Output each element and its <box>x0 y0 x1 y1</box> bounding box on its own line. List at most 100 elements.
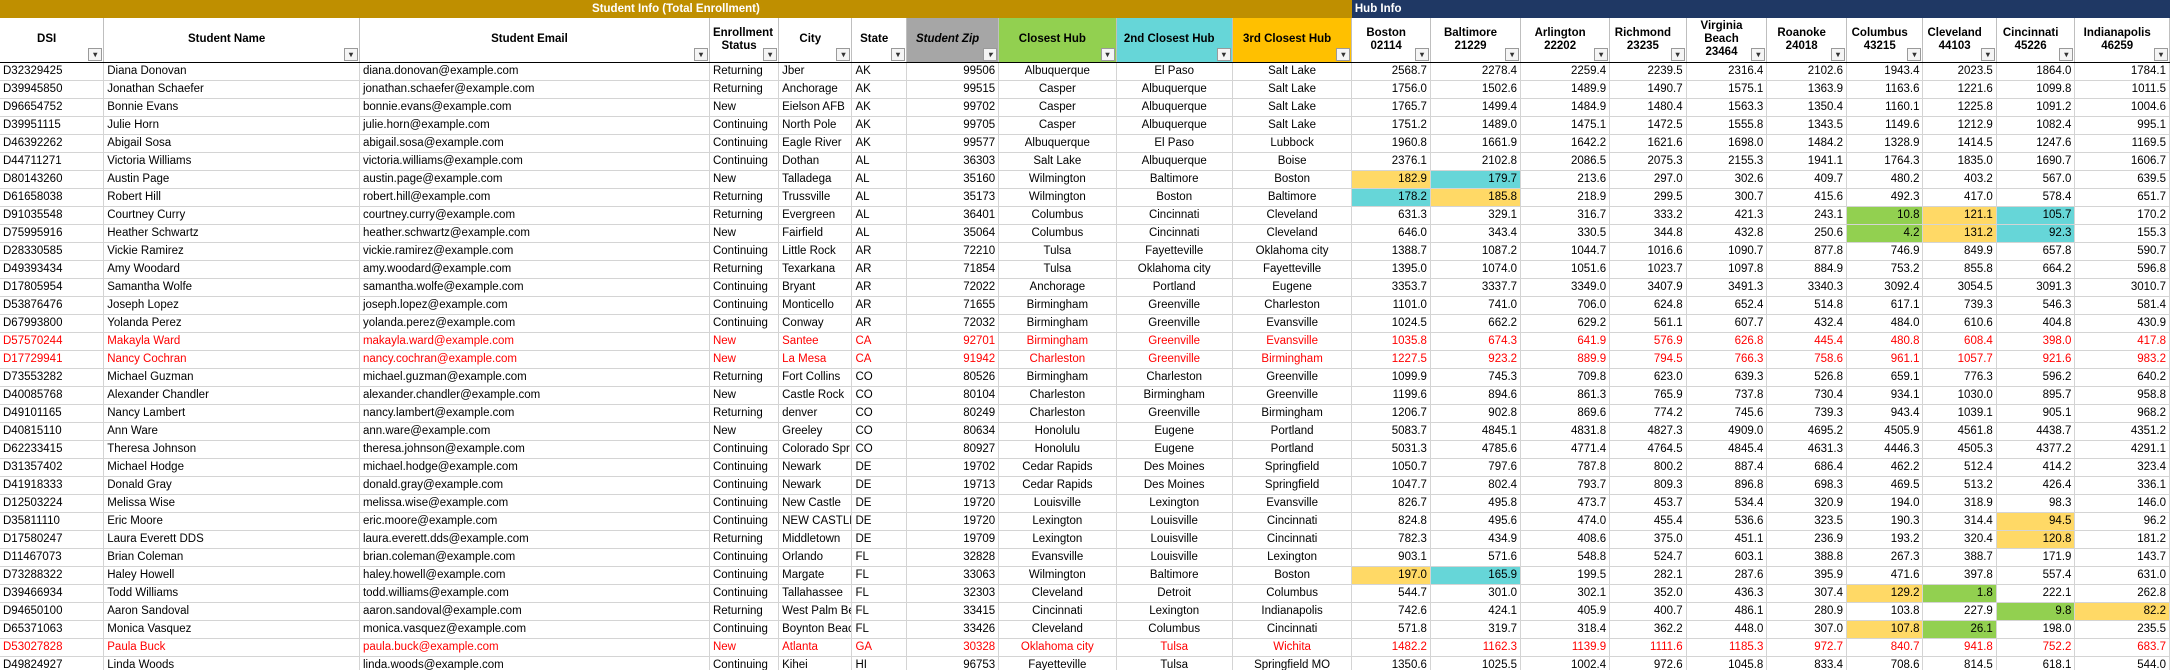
cell-closest-hub[interactable]: Charleston <box>998 404 1117 423</box>
cell-columbus[interactable]: 471.6 <box>1846 566 1924 585</box>
cell-baltimore[interactable]: 165.9 <box>1430 566 1522 585</box>
cell-cincinnati[interactable]: 557.4 <box>1996 566 2076 585</box>
cell-student-email[interactable]: aaron.sandoval@example.com <box>359 602 710 621</box>
cell-student-name[interactable]: Heather Schwartz <box>103 224 360 243</box>
cell-dsi[interactable]: D40815110 <box>0 422 105 441</box>
cell-virginia-beach[interactable]: 1045.8 <box>1686 656 1768 670</box>
cell-city[interactable]: Anchorage <box>778 80 853 99</box>
cell-cleveland[interactable]: 318.9 <box>1922 494 1997 513</box>
cell-enrollment-status[interactable]: Returning <box>709 368 780 387</box>
cell-indianapolis[interactable]: 596.8 <box>2074 260 2170 279</box>
cell-second-closest-hub[interactable]: El Paso <box>1116 134 1233 153</box>
cell-baltimore[interactable]: 902.8 <box>1430 404 1522 423</box>
cell-enrollment-status[interactable]: Continuing <box>709 476 780 495</box>
cell-columbus[interactable]: 3092.4 <box>1846 278 1924 297</box>
cell-richmond[interactable]: 299.5 <box>1609 188 1687 207</box>
cell-boston[interactable]: 5083.7 <box>1351 422 1431 441</box>
cell-columbus[interactable]: 103.8 <box>1846 602 1924 621</box>
cell-columbus[interactable]: 708.6 <box>1846 656 1924 670</box>
column-header-city[interactable]: City ▾ <box>778 18 853 63</box>
cell-state[interactable]: AL <box>851 188 907 207</box>
cell-virginia-beach[interactable]: 766.3 <box>1686 350 1768 369</box>
cell-columbus[interactable]: 617.1 <box>1846 296 1924 315</box>
cell-roanoke[interactable]: 877.8 <box>1766 242 1847 261</box>
cell-student-name[interactable]: Melissa Wise <box>103 494 360 513</box>
cell-third-closest-hub[interactable]: Cleveland <box>1232 206 1353 225</box>
cell-indianapolis[interactable]: 417.8 <box>2074 332 2170 351</box>
cell-enrollment-status[interactable]: New <box>709 350 780 369</box>
cell-student-zip[interactable]: 80249 <box>906 404 1000 423</box>
cell-baltimore[interactable]: 1499.4 <box>1430 98 1522 117</box>
cell-third-closest-hub[interactable]: Springfield MO <box>1232 656 1353 670</box>
cell-city[interactable]: Dothan <box>778 152 853 171</box>
cell-dsi[interactable]: D61658038 <box>0 188 105 207</box>
cell-richmond[interactable]: 774.2 <box>1609 404 1687 423</box>
cell-state[interactable]: AR <box>851 260 907 279</box>
cell-state[interactable]: DE <box>851 512 907 531</box>
cell-second-closest-hub[interactable]: Lexington <box>1116 494 1233 513</box>
cell-virginia-beach[interactable]: 536.6 <box>1686 512 1768 531</box>
cell-cincinnati[interactable]: 1091.2 <box>1996 98 2076 117</box>
cell-student-zip[interactable]: 35160 <box>906 170 1000 189</box>
cell-indianapolis[interactable]: 995.1 <box>2074 116 2170 135</box>
cell-cincinnati[interactable]: 398.0 <box>1996 332 2076 351</box>
cell-arlington[interactable]: 548.8 <box>1520 548 1611 567</box>
cell-closest-hub[interactable]: Casper <box>998 80 1117 99</box>
cell-boston[interactable]: 826.7 <box>1351 494 1431 513</box>
cell-boston[interactable]: 1099.9 <box>1351 368 1431 387</box>
cell-baltimore[interactable]: 741.0 <box>1430 296 1522 315</box>
cell-student-name[interactable]: Monica Vasquez <box>103 620 360 639</box>
cell-indianapolis[interactable]: 683.7 <box>2074 638 2170 657</box>
filter-dropdown-icon[interactable]: ▾ <box>343 47 358 61</box>
cell-richmond[interactable]: 455.4 <box>1609 512 1687 531</box>
cell-city[interactable]: Margate <box>778 566 853 585</box>
cell-arlington[interactable]: 213.6 <box>1520 170 1611 189</box>
cell-columbus[interactable]: 10.8 <box>1846 206 1924 225</box>
cell-closest-hub[interactable]: Lexington <box>998 512 1117 531</box>
cell-city[interactable]: denver <box>778 404 853 423</box>
cell-arlington[interactable]: 2086.5 <box>1520 152 1611 171</box>
cell-student-zip[interactable]: 96753 <box>906 656 1000 670</box>
cell-columbus[interactable]: 943.4 <box>1846 404 1924 423</box>
cell-cincinnati[interactable]: 752.2 <box>1996 638 2076 657</box>
cell-cincinnati[interactable]: 657.8 <box>1996 242 2076 261</box>
cell-enrollment-status[interactable]: Returning <box>709 188 780 207</box>
cell-arlington[interactable]: 3349.0 <box>1520 278 1611 297</box>
cell-third-closest-hub[interactable]: Salt Lake <box>1232 62 1353 81</box>
cell-student-zip[interactable]: 19709 <box>906 530 1000 549</box>
cell-indianapolis[interactable]: 3010.7 <box>2074 278 2170 297</box>
cell-state[interactable]: AK <box>851 116 907 135</box>
cell-indianapolis[interactable]: 1606.7 <box>2074 152 2170 171</box>
cell-student-name[interactable]: Bonnie Evans <box>103 98 360 117</box>
cell-student-zip[interactable]: 99506 <box>906 62 1000 81</box>
cell-third-closest-hub[interactable]: Salt Lake <box>1232 116 1353 135</box>
cell-student-zip[interactable]: 35064 <box>906 224 1000 243</box>
cell-student-zip[interactable]: 72032 <box>906 314 1000 333</box>
cell-student-email[interactable]: yolanda.perez@example.com <box>359 314 710 333</box>
cell-richmond[interactable]: 375.0 <box>1609 530 1687 549</box>
cell-student-email[interactable]: victoria.williams@example.com <box>359 152 710 171</box>
column-header-indianapolis[interactable]: Indianapolis 46259 ▾ <box>2074 18 2170 63</box>
cell-arlington[interactable]: 793.7 <box>1520 476 1611 495</box>
cell-roanoke[interactable]: 395.9 <box>1766 566 1847 585</box>
cell-dsi[interactable]: D49824927 <box>0 656 105 670</box>
cell-closest-hub[interactable]: Cincinnati <box>998 602 1117 621</box>
cell-arlington[interactable]: 861.3 <box>1520 386 1611 405</box>
cell-cleveland[interactable]: 513.2 <box>1922 476 1997 495</box>
cell-indianapolis[interactable]: 4351.2 <box>2074 422 2170 441</box>
cell-enrollment-status[interactable]: New <box>709 170 780 189</box>
cell-richmond[interactable]: 297.0 <box>1609 170 1687 189</box>
cell-boston[interactable]: 3353.7 <box>1351 278 1431 297</box>
cell-roanoke[interactable]: 320.9 <box>1766 494 1847 513</box>
cell-baltimore[interactable]: 571.6 <box>1430 548 1522 567</box>
cell-roanoke[interactable]: 236.9 <box>1766 530 1847 549</box>
cell-second-closest-hub[interactable]: Greenville <box>1116 332 1233 351</box>
cell-student-zip[interactable]: 19720 <box>906 512 1000 531</box>
cell-student-name[interactable]: Brian Coleman <box>103 548 360 567</box>
cell-richmond[interactable]: 1621.6 <box>1609 134 1687 153</box>
cell-baltimore[interactable]: 4845.1 <box>1430 422 1522 441</box>
cell-indianapolis[interactable]: 544.0 <box>2074 656 2170 670</box>
cell-second-closest-hub[interactable]: Eugene <box>1116 440 1233 459</box>
cell-roanoke[interactable]: 415.6 <box>1766 188 1847 207</box>
cell-enrollment-status[interactable]: Returning <box>709 62 780 81</box>
